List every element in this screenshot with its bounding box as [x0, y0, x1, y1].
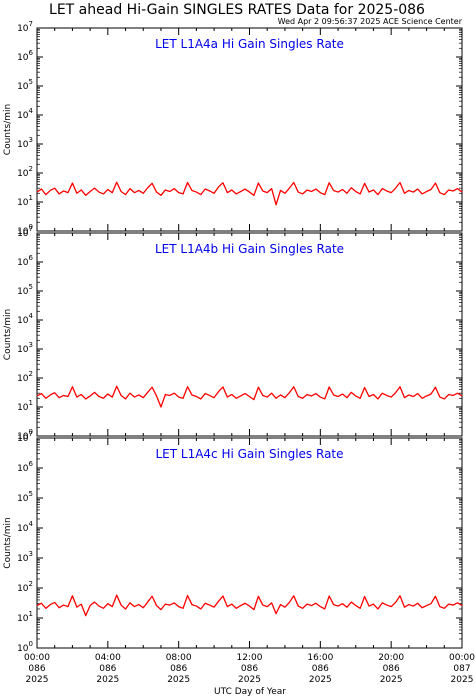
- chart-panels: 100 101 102 103 104 105 106 107 LET L1A4a Hi Gai…: [3, 20, 463, 654]
- y-tick-label: 106: [17, 460, 33, 474]
- y-tick-label: 105: [17, 78, 33, 92]
- y-tick-label: 107: [17, 20, 33, 34]
- x-axis-labels: 00:00086202504:00086202508:00086202512:0…: [24, 653, 475, 685]
- series-line: [36, 385, 463, 408]
- x-tick-time: 16:00: [307, 653, 333, 663]
- x-tick-day: 086: [28, 664, 45, 674]
- y-tick-label: 103: [17, 136, 33, 150]
- y-tick-label: 102: [17, 370, 33, 384]
- y-axis-title: Counts/min: [3, 104, 13, 155]
- x-tick-day: 086: [312, 664, 329, 674]
- x-axis-title: UTC Day of Year: [214, 687, 286, 697]
- x-tick-year: 2025: [451, 675, 474, 685]
- figure-title: LET ahead Hi-Gain SINGLES RATES Data for…: [49, 2, 425, 18]
- y-tick-label: 104: [17, 107, 33, 121]
- y-tick-label: 101: [17, 399, 33, 413]
- series-line: [36, 594, 463, 617]
- chart-panel-1: 100 101 102 103 104 105 106 107 LET L1A4a Hi Gai…: [3, 20, 463, 237]
- y-tick-label: 105: [17, 283, 33, 297]
- y-tick-label: 106: [17, 49, 33, 63]
- chart-panel-3: 100 101 102 103 104 105 106 107 LET L1A4c Hi Gai…: [3, 430, 463, 654]
- y-tick-label: 100: [17, 223, 33, 237]
- x-tick-time: 12:00: [237, 653, 263, 663]
- y-tick-label: 106: [17, 254, 33, 268]
- y-tick-label: 104: [17, 520, 33, 534]
- y-tick-label: 101: [17, 610, 33, 624]
- y-tick-label: 100: [17, 428, 33, 442]
- series-line: [36, 181, 463, 206]
- y-tick-label: 102: [17, 165, 33, 179]
- y-tick-label: 107: [17, 225, 33, 239]
- y-tick-label: 102: [17, 580, 33, 594]
- y-tick-label: 100: [17, 640, 33, 654]
- y-tick-label: 105: [17, 490, 33, 504]
- x-tick-time: 00:00: [449, 653, 475, 663]
- x-tick-day: 086: [170, 664, 187, 674]
- panel-title: LET L1A4b Hi Gain Singles Rate: [155, 242, 344, 256]
- x-tick-day: 087: [453, 664, 470, 674]
- x-tick-year: 2025: [380, 675, 403, 685]
- y-tick-label: 101: [17, 194, 33, 208]
- y-tick-label: 104: [17, 312, 33, 326]
- x-tick-year: 2025: [238, 675, 261, 685]
- y-tick-label: 107: [17, 430, 33, 444]
- panel-title: LET L1A4a Hi Gain Singles Rate: [155, 37, 344, 51]
- generation-timestamp: Wed Apr 2 09:56:37 2025 ACE Science Cent…: [278, 17, 463, 26]
- x-tick-year: 2025: [167, 675, 190, 685]
- x-tick-day: 086: [99, 664, 116, 674]
- y-axis-title: Counts/min: [3, 517, 13, 568]
- y-axis-title: Counts/min: [3, 309, 13, 360]
- x-tick-time: 08:00: [166, 653, 192, 663]
- y-tick-label: 103: [17, 341, 33, 355]
- x-tick-time: 00:00: [24, 653, 50, 663]
- x-tick-year: 2025: [96, 675, 119, 685]
- x-tick-year: 2025: [309, 675, 332, 685]
- y-tick-label: 103: [17, 550, 33, 564]
- x-tick-year: 2025: [26, 675, 49, 685]
- x-tick-time: 04:00: [95, 653, 121, 663]
- x-tick-day: 086: [383, 664, 400, 674]
- chart-panel-2: 100 101 102 103 104 105 106 107 LET L1A4b Hi Gai…: [3, 225, 463, 442]
- x-tick-time: 20:00: [378, 653, 404, 663]
- panel-title: LET L1A4c Hi Gain Singles Rate: [155, 447, 343, 461]
- x-tick-day: 086: [241, 664, 258, 674]
